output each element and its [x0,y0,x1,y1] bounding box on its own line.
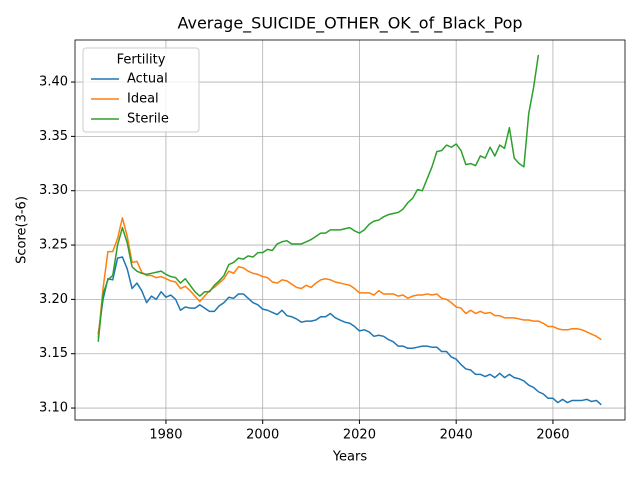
y-tick-label: 3.25 [39,238,68,253]
x-axis-label: Years [332,450,368,465]
series-line [97,217,602,341]
legend-label: Actual [127,72,168,87]
legend-box [82,47,200,133]
y-tick-label: 3.40 [39,75,68,90]
series-line [97,256,602,406]
plot-frame [74,39,626,421]
x-tick-label: 2020 [343,428,376,443]
x-tick-label: 2040 [440,428,473,443]
chart-title: Average_SUICIDE_OTHER_OK_of_Black_Pop [177,14,522,34]
x-tick-label: 2000 [246,428,279,443]
y-axis-label: Score(3-6) [15,196,30,264]
series-line [97,54,540,342]
legend-title: Fertility [117,53,166,68]
y-tick-label: 3.30 [39,183,68,198]
y-tick-label: 3.10 [39,401,68,416]
legend-label: Ideal [127,92,159,107]
x-tick-label: 2060 [536,428,569,443]
x-tick-label: 1980 [149,428,182,443]
y-tick-label: 3.35 [39,129,68,144]
legend-label: Sterile [127,112,169,127]
y-tick-label: 3.20 [39,292,68,307]
y-tick-label: 3.15 [39,346,68,361]
